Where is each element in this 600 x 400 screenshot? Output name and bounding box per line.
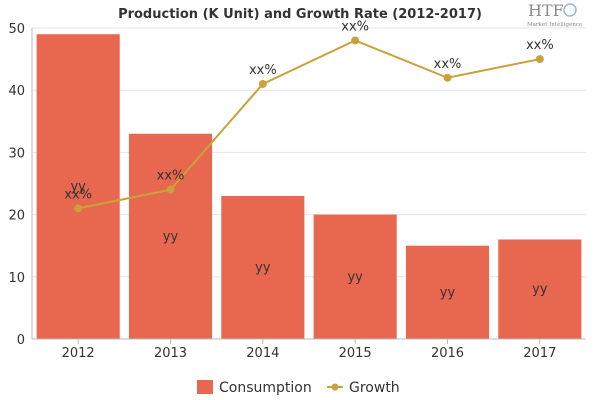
y-tick-label: 30 <box>8 146 25 161</box>
growth-data-label: xx% <box>526 38 554 53</box>
growth-data-label: xx% <box>249 63 277 78</box>
growth-line <box>74 36 544 213</box>
x-tick-label: 2015 <box>339 346 372 361</box>
bar <box>128 133 213 339</box>
growth-point <box>258 79 267 88</box>
growth-point <box>166 185 175 194</box>
y-tick-label: 0 <box>17 333 25 348</box>
legend-label-consumption: Consumption <box>219 380 312 396</box>
bar-data-label: yy <box>70 180 86 195</box>
logo: HTF Market Intelligence <box>527 1 582 28</box>
globe-icon <box>563 3 577 17</box>
growth-data-label: xx% <box>64 187 92 202</box>
growth-data-label: xx% <box>434 57 462 72</box>
x-tick-label: 2017 <box>523 346 556 361</box>
bar <box>498 239 582 339</box>
bars <box>36 34 582 339</box>
bar-data-label: yy <box>440 285 456 300</box>
legend: Consumption Growth <box>197 380 400 396</box>
growth-point <box>443 73 452 82</box>
legend-label-growth: Growth <box>349 380 400 396</box>
growth-series-line <box>77 39 541 210</box>
logo-brand: HTF <box>528 1 564 20</box>
x-axis: 2012 2013 2014 2015 2016 2017 <box>32 338 586 361</box>
growth-data-label: xx% <box>157 169 185 184</box>
x-tick-label: 2013 <box>154 346 187 361</box>
y-tick-label: 50 <box>8 22 25 37</box>
growth-point <box>535 55 544 64</box>
bar <box>405 245 490 339</box>
growth-point <box>74 204 83 213</box>
bar-data-label: yy <box>347 270 363 285</box>
growth-data-label: xx% <box>341 19 369 34</box>
legend-marker-growth <box>331 383 339 391</box>
growth-point <box>351 36 360 45</box>
bar <box>221 195 305 339</box>
x-tick-label: 2014 <box>246 346 279 361</box>
bar-data-label: yy <box>163 229 179 244</box>
y-axis: 0 10 20 30 40 50 <box>8 22 33 348</box>
x-tick-label: 2016 <box>431 346 464 361</box>
x-tick-label: 2012 <box>62 346 95 361</box>
bar-data-label: yy <box>255 260 271 275</box>
chart-title: Production (K Unit) and Growth Rate (201… <box>118 7 482 22</box>
y-tick-label: 20 <box>8 209 25 224</box>
bar <box>313 214 397 339</box>
y-tick-label: 40 <box>8 84 25 99</box>
y-tick-label: 10 <box>8 271 25 286</box>
logo-tagline: Market Intelligence <box>527 22 582 28</box>
bar <box>36 34 120 339</box>
bar-data-label: yy <box>532 282 548 297</box>
legend-swatch-consumption <box>197 380 213 394</box>
